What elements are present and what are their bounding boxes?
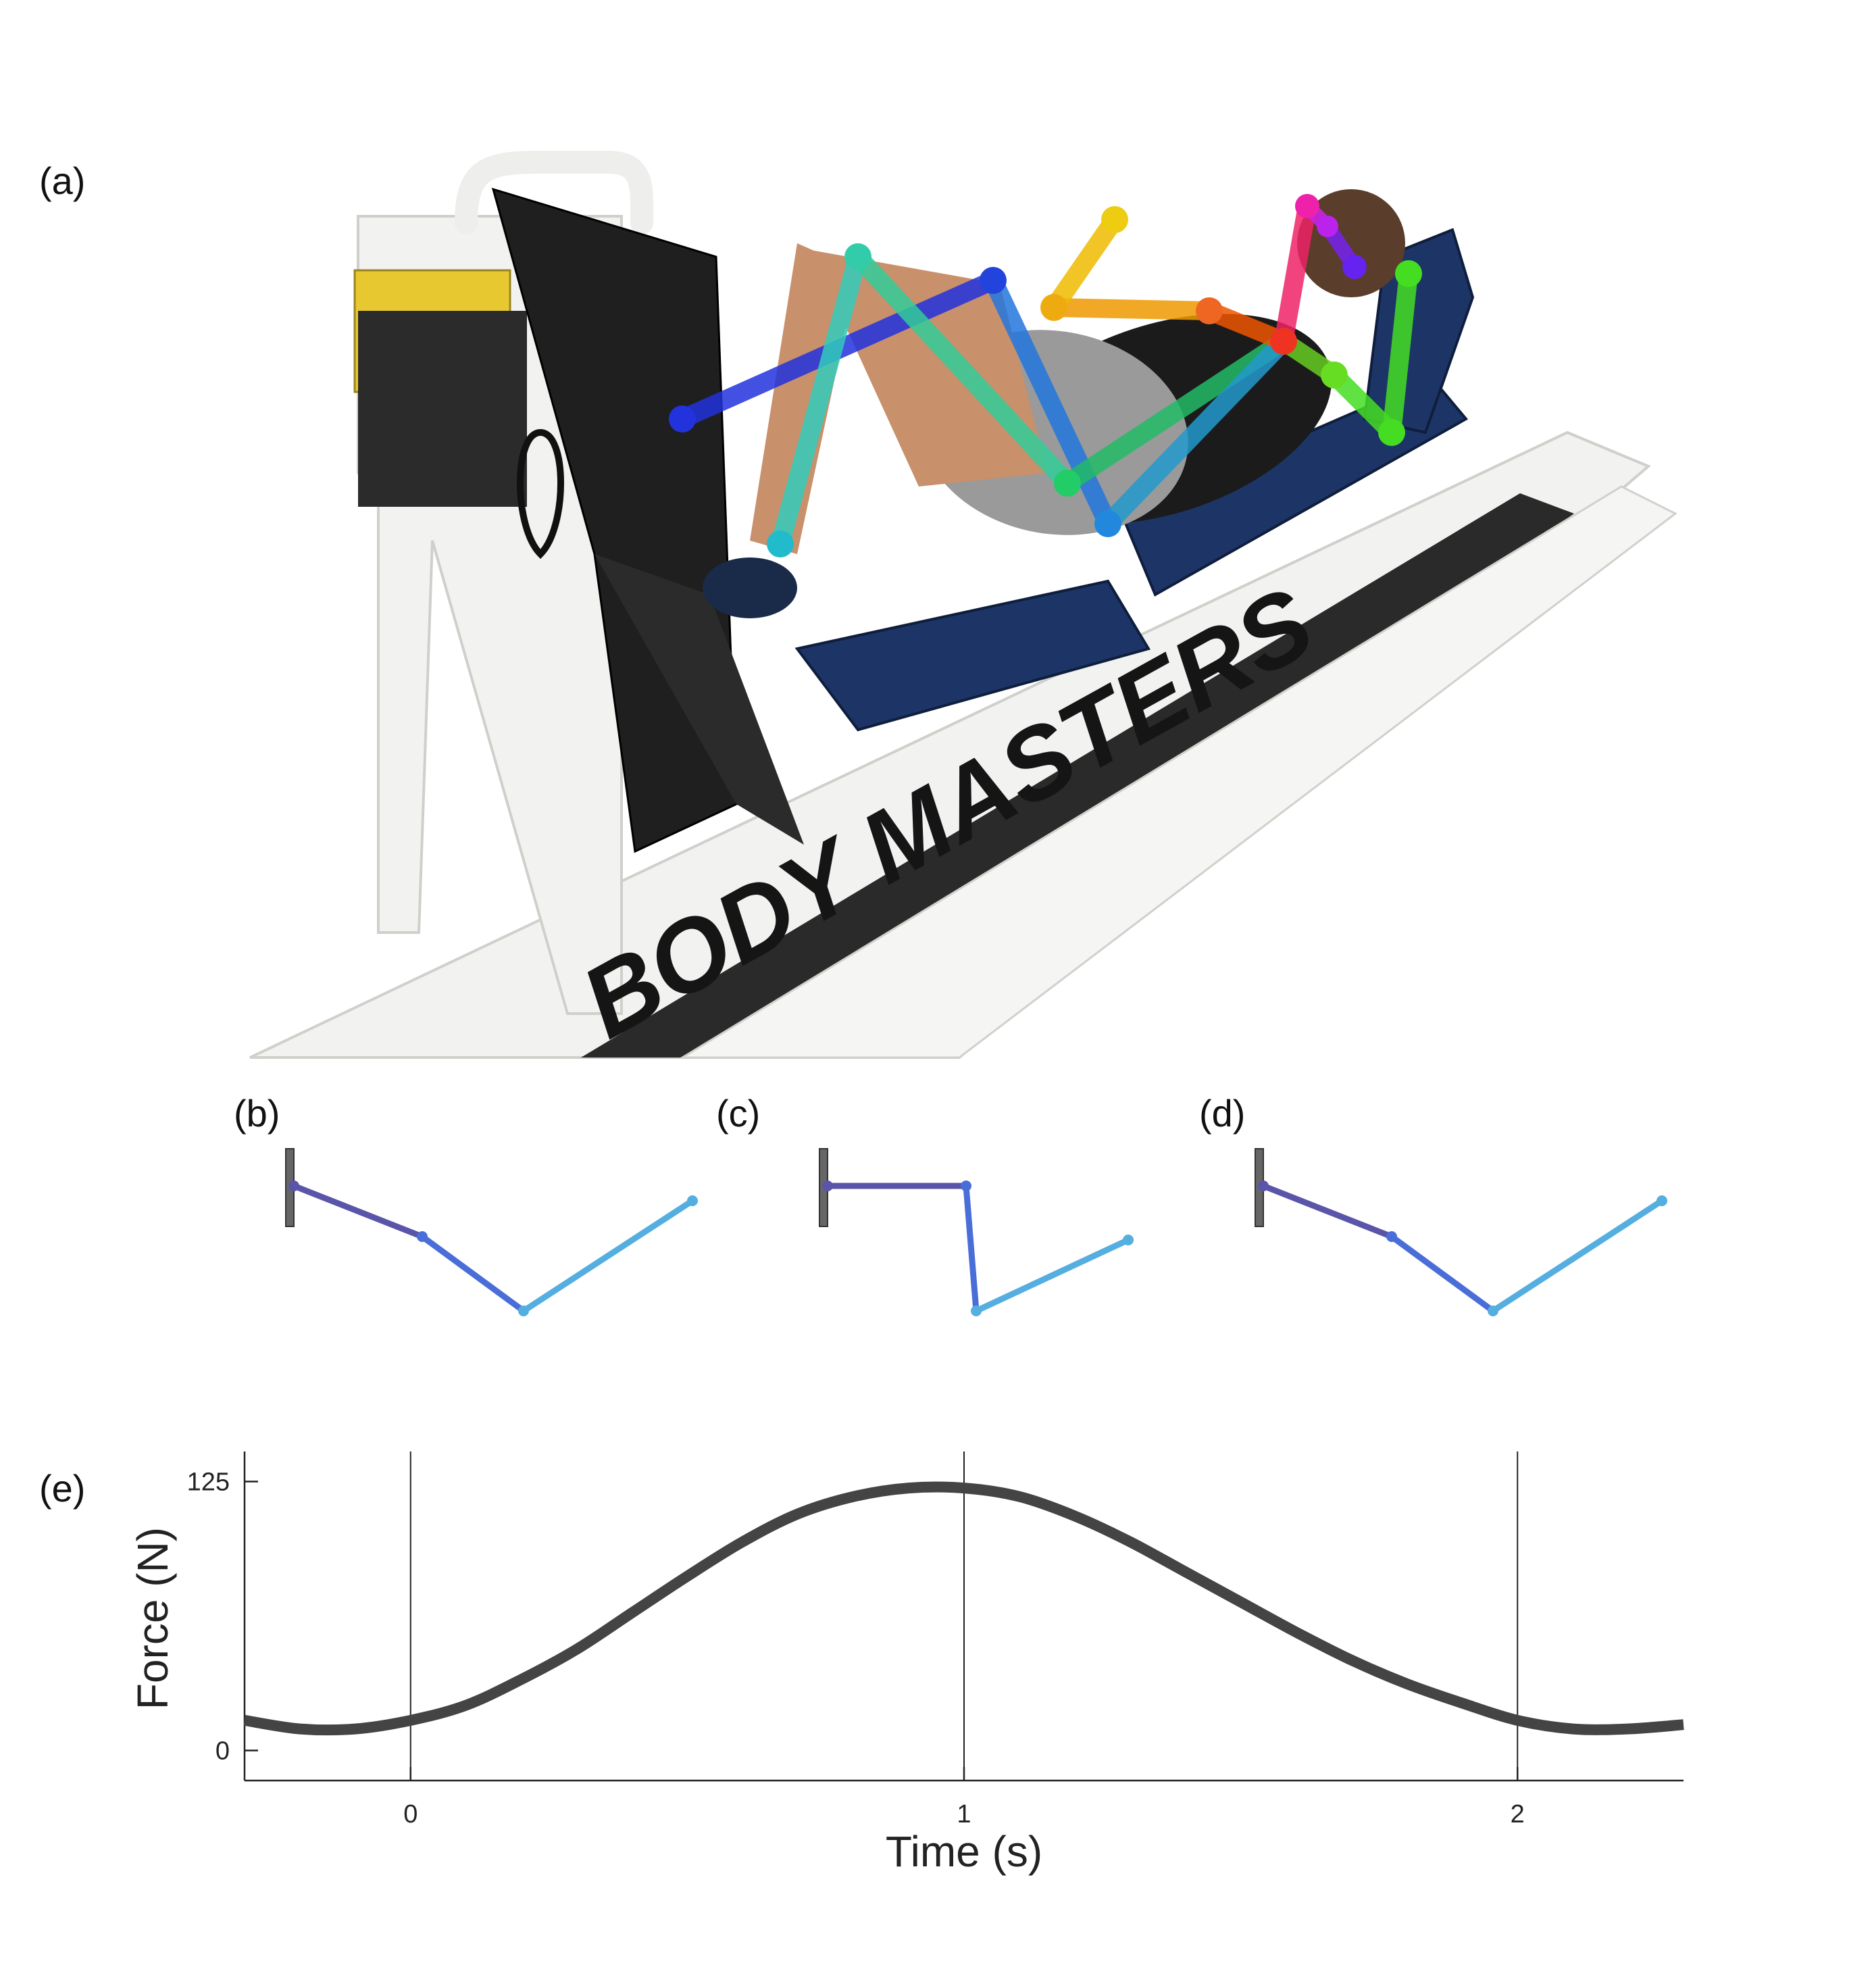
skeleton-joint-ankle xyxy=(669,405,696,432)
panel-label-c: (c) xyxy=(716,1092,761,1135)
skeleton-bone-arm-right-lower xyxy=(1325,366,1401,442)
y-tick-label-0: 0 xyxy=(216,1737,230,1765)
skeleton-joint-elbow-left xyxy=(1040,294,1067,321)
skeleton-joint-elbow-right xyxy=(1321,362,1348,389)
skeleton-joint-foot xyxy=(767,530,794,557)
skeleton-bone-arm-right-upper xyxy=(1382,264,1418,442)
skeleton-bone-shin-left xyxy=(771,247,867,553)
skeleton-bone-arm-left-upper xyxy=(1044,210,1124,317)
stick-joint-c-2 xyxy=(971,1306,982,1316)
skeleton-joint-knee-right xyxy=(980,267,1007,294)
skeleton-joint-head xyxy=(1295,194,1319,218)
stick-joint-c-1 xyxy=(961,1181,971,1191)
machine-rail-dark xyxy=(581,493,1574,1058)
x-tick-label-2: 2 xyxy=(1511,1800,1525,1829)
stick-figure-d xyxy=(1255,1148,1667,1316)
stick-joint-c-0 xyxy=(822,1181,833,1191)
panel-label-b: (b) xyxy=(234,1092,280,1135)
stick-joint-d-2 xyxy=(1488,1306,1498,1316)
skeleton-bone-hip2-neck xyxy=(1098,332,1293,533)
skeleton-bone-neck-head xyxy=(1274,197,1317,351)
skeleton-joint-shoulder xyxy=(1196,297,1223,324)
footplate-lower xyxy=(595,554,804,845)
stick-joint-d-3 xyxy=(1656,1195,1667,1206)
weight-stack-box xyxy=(358,311,527,507)
seat-pad xyxy=(794,579,1151,732)
x-axis-label: Time (s) xyxy=(886,1827,1042,1876)
stick-segment-c-2 xyxy=(963,1183,980,1314)
panel-label-d: (d) xyxy=(1199,1092,1246,1135)
pose-skeleton xyxy=(669,194,1422,557)
skeleton-bone-knee-hip-right xyxy=(984,271,1117,533)
skeleton-joint-eye xyxy=(1317,216,1338,237)
skeleton-joint-hip-right xyxy=(1094,510,1121,537)
stick-joint-b-0 xyxy=(288,1181,299,1191)
skeleton-bone-thigh-left xyxy=(849,247,1077,493)
x-tick-label-1: 1 xyxy=(957,1800,971,1829)
stick-segment-d-3 xyxy=(1490,1197,1665,1314)
person-thigh xyxy=(811,250,1047,487)
skeleton-joint-knee-left xyxy=(844,243,871,270)
machine-handle xyxy=(455,151,653,234)
stick-joint-d-0 xyxy=(1258,1181,1269,1191)
stick-segment-b-1 xyxy=(290,1183,426,1240)
stick-joint-b-1 xyxy=(417,1231,428,1242)
panel-label-a: (a) xyxy=(39,159,86,202)
skeleton-bone-hip-neck xyxy=(1058,332,1293,493)
person-shoe xyxy=(703,557,797,618)
y-axis-label: Force (N) xyxy=(128,1527,177,1710)
skeleton-joint-wrist-right xyxy=(1378,419,1405,446)
cable-coil xyxy=(517,428,564,560)
skeleton-joint-ear xyxy=(1342,255,1367,279)
force-chart: 0 125 0 1 2 Time (s) Force (N) xyxy=(128,1451,1684,1876)
skeleton-joint-wrist-left xyxy=(1101,206,1128,233)
machine-rail-white xyxy=(678,485,1677,1059)
skeleton-joint-neck xyxy=(1270,328,1297,355)
stick-segment-b-2 xyxy=(419,1233,527,1314)
stick-joint-d-1 xyxy=(1386,1231,1397,1242)
stick-joint-b-3 xyxy=(687,1195,698,1206)
stick-segment-d-2 xyxy=(1388,1233,1496,1314)
stick-joint-b-2 xyxy=(518,1306,529,1316)
stick-joint-c-3 xyxy=(1123,1235,1134,1245)
panel-label-e: (e) xyxy=(39,1467,86,1510)
y-tick-label-125: 125 xyxy=(187,1468,230,1497)
force-series-line xyxy=(243,1481,1684,1736)
skeleton-joint-hand-right xyxy=(1395,260,1422,287)
stick-figure-c xyxy=(819,1148,1134,1316)
skeleton-joint-hip-left xyxy=(1054,470,1081,497)
leg-press-photo: BODY MASTERS xyxy=(249,151,1677,1060)
skeleton-bone-shoulder xyxy=(1044,298,1219,320)
stick-segment-d-1 xyxy=(1260,1183,1395,1240)
stick-segment-c-3 xyxy=(973,1237,1132,1314)
stick-figure-b xyxy=(285,1148,698,1316)
x-tick-label-0: 0 xyxy=(403,1800,418,1829)
stick-segment-b-3 xyxy=(520,1197,696,1314)
